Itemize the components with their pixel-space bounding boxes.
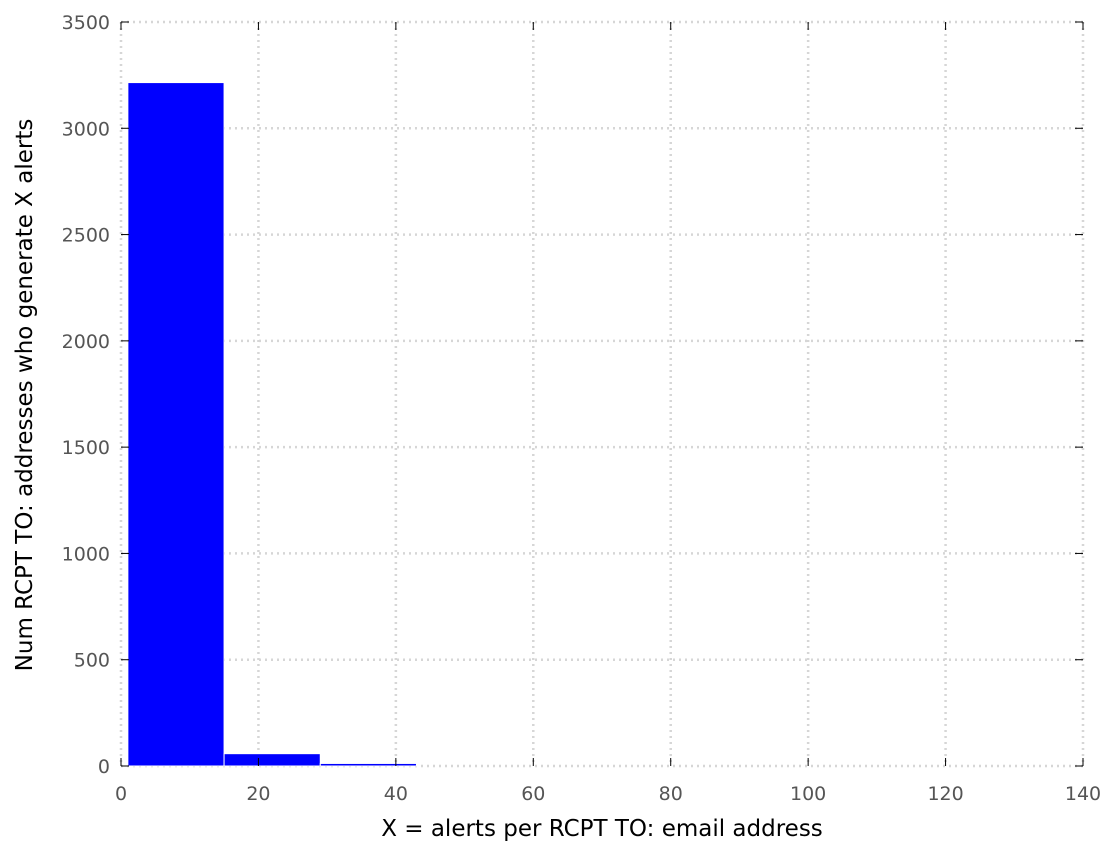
y-tick-label: 3500 [62, 12, 110, 34]
x-axis-title: X = alerts per RCPT TO: email address [381, 816, 823, 842]
y-tick-label: 2000 [62, 331, 110, 353]
y-tick-label: 1000 [62, 543, 110, 565]
x-tick-label: 0 [115, 783, 127, 805]
x-tick-label: 120 [927, 783, 963, 805]
ticks-layer: 0 20 40 60 80 100 120 140 0 500 1000 1500 2000 2500 30… [62, 12, 1101, 805]
x-tick-label: 80 [659, 783, 683, 805]
histogram-bar [319, 762, 417, 767]
y-tick-label: 2500 [62, 225, 110, 247]
bars-layer [127, 82, 417, 767]
y-tick-label: 500 [74, 650, 110, 672]
y-axis-title: Num RCPT TO: addresses who generate X al… [12, 119, 38, 672]
grid-layer [119, 20, 1085, 768]
histogram-bar [127, 82, 225, 767]
x-tick-label: 60 [521, 783, 545, 805]
y-tick-label: 0 [98, 756, 110, 778]
y-tick-label: 1500 [62, 437, 110, 459]
x-tick-label: 20 [246, 783, 270, 805]
y-tick-label: 3000 [62, 118, 110, 140]
x-tick-label: 140 [1065, 783, 1101, 805]
histogram-bar [223, 753, 321, 767]
x-tick-label: 40 [384, 783, 408, 805]
x-tick-label: 100 [790, 783, 826, 805]
